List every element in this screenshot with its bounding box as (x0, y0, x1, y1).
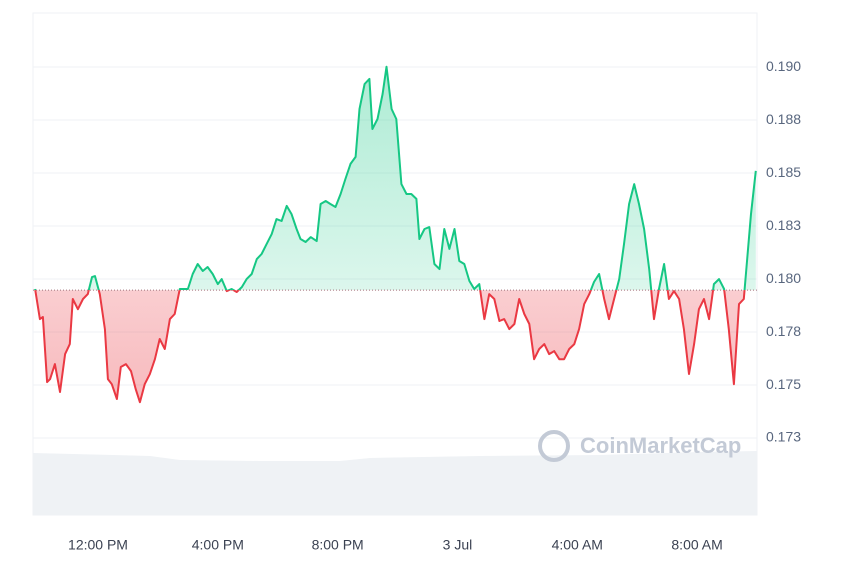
line-down (34, 290, 746, 404)
y-tick-label: 0.185 (766, 164, 801, 180)
series (33, 65, 757, 404)
line-up (34, 65, 757, 291)
watermark-text: CoinMarketCap (580, 433, 741, 458)
y-tick-label: 0.183 (766, 217, 801, 233)
y-tick-label: 0.188 (766, 111, 801, 127)
x-tick-label: 4:00 AM (552, 537, 603, 553)
x-tick-label: 3 Jul (443, 537, 473, 553)
area-down (35, 290, 745, 403)
y-tick-label: 0.190 (766, 58, 801, 74)
x-tick-label: 12:00 PM (68, 537, 128, 553)
x-tick-label: 8:00 AM (671, 537, 722, 553)
volume-band (33, 451, 757, 515)
x-tick-label: 4:00 PM (192, 537, 244, 553)
watermark-logo (538, 430, 570, 462)
y-tick-label: 0.175 (766, 376, 801, 392)
y-tick-label: 0.180 (766, 270, 801, 286)
area-up (35, 66, 756, 291)
watermark: CoinMarketCap (538, 430, 741, 462)
y-tick-label: 0.178 (766, 323, 801, 339)
y-tick-label: 0.173 (766, 429, 801, 445)
axes: 0.173 0.175 0.178 0.180 0.183 0.185 0.188 0.190… (68, 58, 801, 553)
x-tick-label: 8:00 PM (312, 537, 364, 553)
